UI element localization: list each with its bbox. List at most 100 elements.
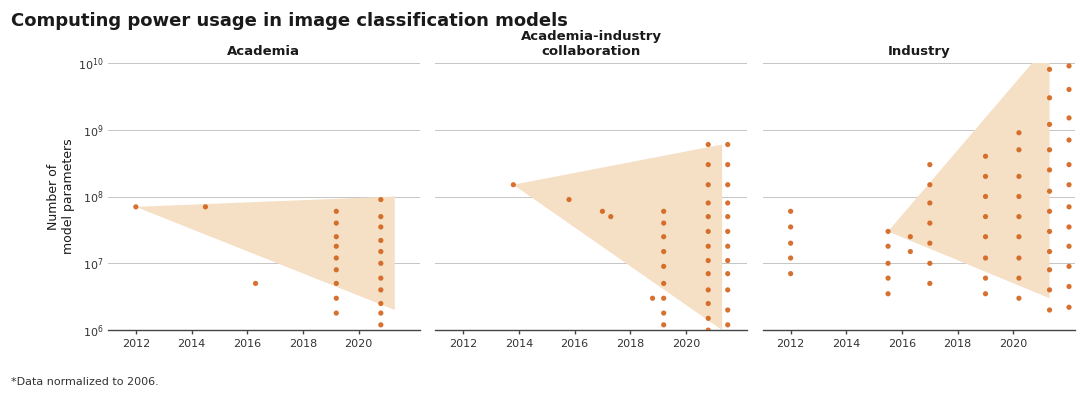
Point	[1010, 213, 1027, 220]
Point	[719, 287, 737, 293]
Point	[1061, 224, 1078, 230]
Point	[921, 260, 939, 266]
Point	[373, 237, 390, 244]
Polygon shape	[513, 145, 723, 330]
Point	[700, 257, 717, 264]
Point	[1010, 255, 1027, 261]
Point	[373, 213, 390, 220]
Point	[603, 213, 620, 220]
Point	[700, 327, 717, 333]
Point	[921, 220, 939, 226]
Point	[1061, 263, 1078, 270]
Point	[879, 291, 896, 297]
Point	[921, 182, 939, 188]
Point	[1041, 248, 1058, 255]
Point	[1061, 304, 1078, 310]
Point	[656, 263, 673, 270]
Point	[977, 275, 995, 281]
Point	[373, 248, 390, 255]
Point	[561, 196, 578, 203]
Point	[327, 280, 345, 286]
Point	[373, 322, 390, 328]
Point	[1041, 266, 1058, 273]
Point	[700, 213, 717, 220]
Point	[504, 182, 522, 188]
Point	[1061, 63, 1078, 69]
Point	[700, 315, 717, 321]
Polygon shape	[888, 43, 1050, 298]
Point	[879, 228, 896, 235]
Point	[1041, 307, 1058, 313]
Point	[977, 193, 995, 200]
Point	[1061, 86, 1078, 93]
Point	[1041, 188, 1058, 195]
Point	[700, 162, 717, 168]
Point	[782, 270, 799, 277]
Point	[656, 310, 673, 316]
Point	[1010, 173, 1027, 180]
Point	[656, 322, 673, 328]
Point	[373, 196, 390, 203]
Point	[373, 275, 390, 281]
Point	[1041, 287, 1058, 293]
Point	[719, 257, 737, 264]
Point	[1041, 66, 1058, 72]
Point	[373, 260, 390, 266]
Y-axis label: Number of
model parameters: Number of model parameters	[46, 139, 75, 254]
Point	[719, 243, 737, 250]
Point	[656, 248, 673, 255]
Polygon shape	[136, 196, 395, 310]
Point	[977, 153, 995, 160]
Point	[1061, 283, 1078, 290]
Point	[700, 182, 717, 188]
Point	[977, 213, 995, 220]
Point	[1010, 130, 1027, 136]
Point	[373, 300, 390, 307]
Point	[977, 173, 995, 180]
Point	[921, 280, 939, 286]
Point	[782, 240, 799, 246]
Point	[656, 233, 673, 240]
Point	[327, 266, 345, 273]
Point	[902, 233, 919, 240]
Point	[921, 162, 939, 168]
Point	[700, 287, 717, 293]
Point	[1010, 275, 1027, 281]
Point	[1010, 193, 1027, 200]
Point	[719, 141, 737, 148]
Point	[197, 204, 214, 210]
Point	[719, 213, 737, 220]
Point	[1061, 162, 1078, 168]
Point	[327, 233, 345, 240]
Point	[1061, 182, 1078, 188]
Point	[1041, 167, 1058, 173]
Point	[327, 295, 345, 301]
Point	[1061, 115, 1078, 121]
Point	[782, 208, 799, 215]
Title: Academia: Academia	[228, 44, 300, 57]
Point	[1061, 243, 1078, 250]
Point	[1041, 121, 1058, 128]
Point	[327, 220, 345, 226]
Point	[700, 270, 717, 277]
Point	[327, 255, 345, 261]
Point	[1041, 208, 1058, 215]
Point	[977, 291, 995, 297]
Point	[1041, 228, 1058, 235]
Point	[327, 243, 345, 250]
Point	[700, 228, 717, 235]
Point	[1041, 147, 1058, 153]
Title: Academia-industry
collaboration: Academia-industry collaboration	[521, 29, 662, 57]
Point	[977, 255, 995, 261]
Point	[327, 208, 345, 215]
Point	[1010, 295, 1027, 301]
Point	[782, 224, 799, 230]
Point	[782, 255, 799, 261]
Point	[879, 243, 896, 250]
Point	[719, 182, 737, 188]
Point	[719, 307, 737, 313]
Point	[1010, 233, 1027, 240]
Point	[1041, 95, 1058, 101]
Point	[1041, 40, 1058, 46]
Point	[1061, 204, 1078, 210]
